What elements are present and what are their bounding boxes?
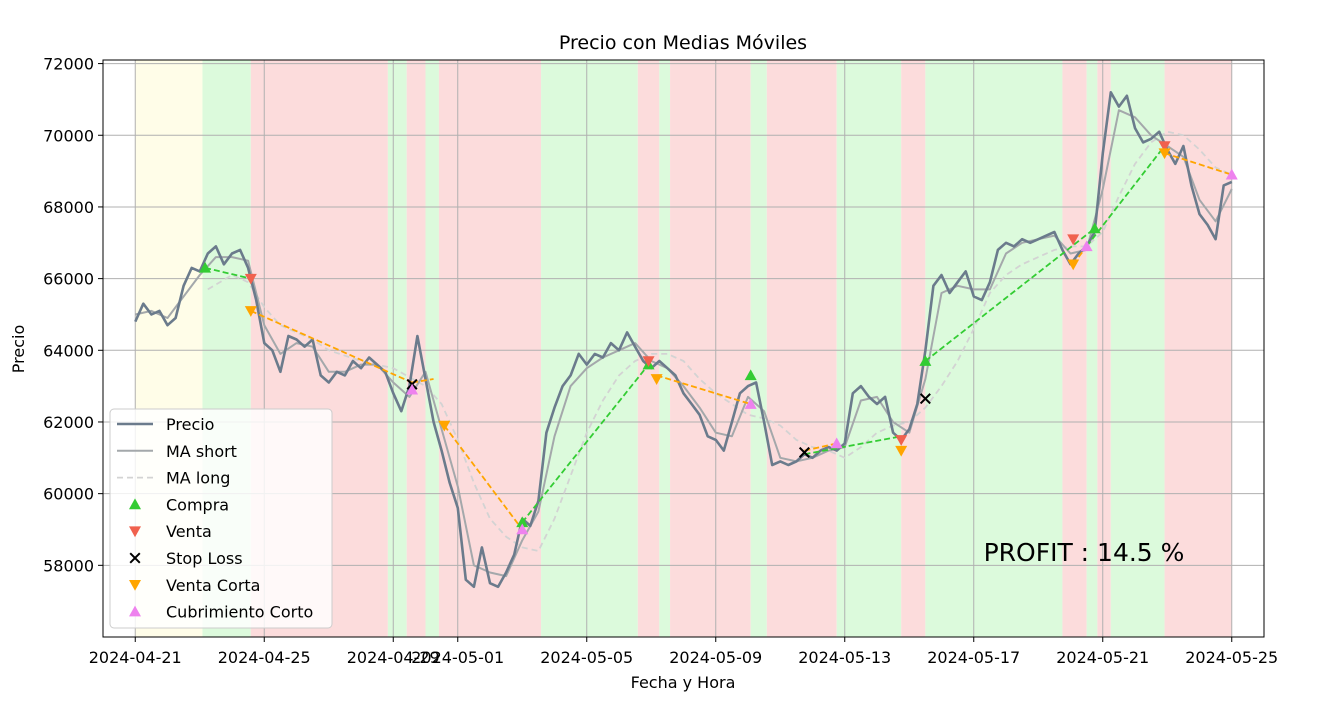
series-line-ma-short (135, 109, 1233, 578)
marker-venta-corta (895, 445, 908, 457)
profit-annotation: PROFIT : 14.5 % (984, 538, 1185, 567)
marker-compra (516, 516, 529, 528)
marker-cubrimiento-corto (1080, 240, 1093, 252)
marker-cubrimiento-corto (830, 437, 843, 449)
region-short (670, 60, 751, 637)
region-long (925, 60, 1063, 637)
legend-swatch-compra (129, 498, 141, 510)
legend-label: MA long (166, 469, 230, 488)
x-tick-label: 2024-04-29 (347, 648, 440, 667)
marker-venta-corta (1158, 148, 1171, 160)
y-tick-label: 60000 (43, 485, 94, 504)
x-tick-label: 2024-05-05 (540, 648, 633, 667)
legend-label: Venta Corta (166, 576, 260, 595)
y-tick-label: 70000 (43, 126, 94, 145)
trade-line-short (804, 442, 837, 452)
x-tick-label: 2024-04-21 (89, 648, 182, 667)
marker-venta (1067, 234, 1080, 246)
legend-swatch-venta (129, 526, 141, 538)
marker-venta-corta (438, 420, 451, 432)
marker-cubrimiento-corto (1225, 168, 1238, 180)
marker-venta-corta (1067, 259, 1080, 271)
marker-compra (744, 369, 757, 381)
legend-label: Cubrimiento Corto (166, 603, 313, 622)
region-short (637, 60, 660, 637)
region-short (1062, 60, 1087, 637)
trade-line-short (1164, 152, 1233, 176)
marker-stop-loss (919, 393, 931, 405)
x-tick-label: 2024-04-25 (218, 648, 311, 667)
trade-lines (204, 145, 1233, 531)
region-long (425, 60, 439, 637)
x-tick-label: 2024-05-25 (1185, 648, 1278, 667)
x-tick-label: 2024-05-21 (1056, 648, 1149, 667)
axes-frame (102, 59, 1265, 638)
region-long (1086, 60, 1098, 637)
trade-line-long (521, 364, 650, 523)
series-layer (134, 91, 1233, 589)
region-long (750, 60, 767, 637)
marker-compra (919, 355, 932, 366)
legend-label: Stop Loss (166, 549, 243, 568)
legend-swatch-venta-corta (129, 580, 141, 591)
trade-line-short (250, 310, 413, 384)
legend: Precio MA short MA long Compra Venta Stop Los… (109, 408, 333, 629)
region-short (1097, 60, 1111, 637)
y-tick-label: 58000 (43, 556, 94, 575)
region-short (438, 60, 542, 637)
x-tick-label: 2024-05-09 (669, 648, 762, 667)
trade-line-short (656, 374, 751, 405)
region-short (766, 60, 837, 637)
marker-cubrimiento-corto (406, 383, 419, 395)
marker-venta-corta (650, 374, 663, 385)
trade-line-short (443, 425, 523, 531)
signal-regions (135, 60, 1232, 637)
region-long (659, 60, 671, 637)
x-tick-label: 2024-05-01 (411, 648, 504, 667)
series-line-precio (134, 91, 1233, 589)
legend-label: MA short (166, 442, 237, 461)
legend-swatch-cubrimiento-corto (129, 605, 141, 617)
x-axis-label: Fecha y Hora (631, 673, 736, 692)
y-tick-label: 62000 (43, 413, 94, 432)
trade-line-long (204, 266, 252, 280)
marker-cubrimiento-corto (516, 523, 529, 535)
trade-line-long (1085, 145, 1166, 247)
y-tick-label: 66000 (43, 270, 94, 289)
legend-swatch-stop-loss (129, 552, 141, 564)
y-tick-label: 72000 (43, 55, 94, 74)
marker-cubrimiento-corto (744, 398, 757, 409)
y-axis-ticks: 58000 60000 62000 64000 66000 68000 70000 72000 (43, 55, 103, 575)
marker-venta (244, 273, 257, 285)
marker-compra (199, 261, 212, 273)
y-tick-label: 64000 (43, 341, 94, 360)
marker-venta (1158, 141, 1171, 153)
region-long (836, 60, 902, 637)
legend-label: Precio (166, 415, 214, 434)
marker-compra (1088, 222, 1101, 234)
legend-box (109, 408, 333, 629)
marker-venta (642, 356, 655, 368)
marker-venta-corta (244, 306, 257, 317)
x-tick-label: 2024-05-17 (927, 648, 1020, 667)
region-short (901, 60, 926, 637)
trade-markers (199, 141, 1238, 535)
trade-line-long (804, 435, 902, 456)
legend-label: Compra (166, 495, 229, 514)
chart-title: Precio con Medias Móviles (559, 32, 807, 54)
legend-label: Venta (166, 522, 212, 541)
marker-stop-loss (798, 446, 810, 458)
y-axis-label: Precio (9, 325, 28, 373)
marker-venta (895, 435, 908, 446)
x-tick-label: 2024-05-13 (798, 648, 891, 667)
y-tick-label: 68000 (43, 198, 94, 217)
x-axis-ticks: 2024-04-21 2024-04-25 2024-04-292024-05-01… (89, 637, 1278, 667)
region-long (387, 60, 407, 637)
